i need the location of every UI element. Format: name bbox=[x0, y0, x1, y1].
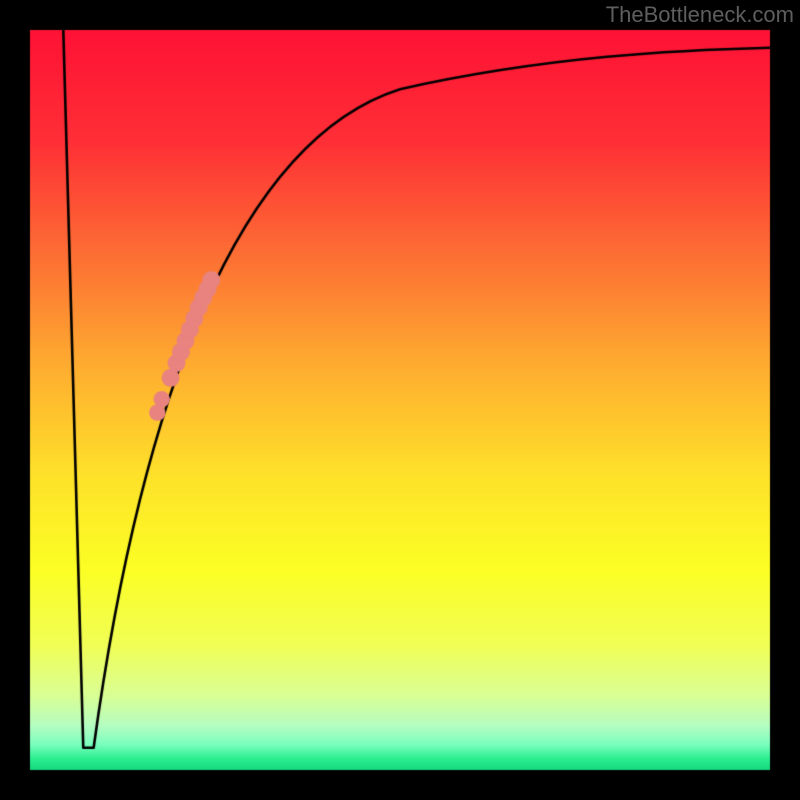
chart-container: TheBottleneck.com bbox=[0, 0, 800, 800]
bottleneck-chart-canvas bbox=[0, 0, 800, 800]
